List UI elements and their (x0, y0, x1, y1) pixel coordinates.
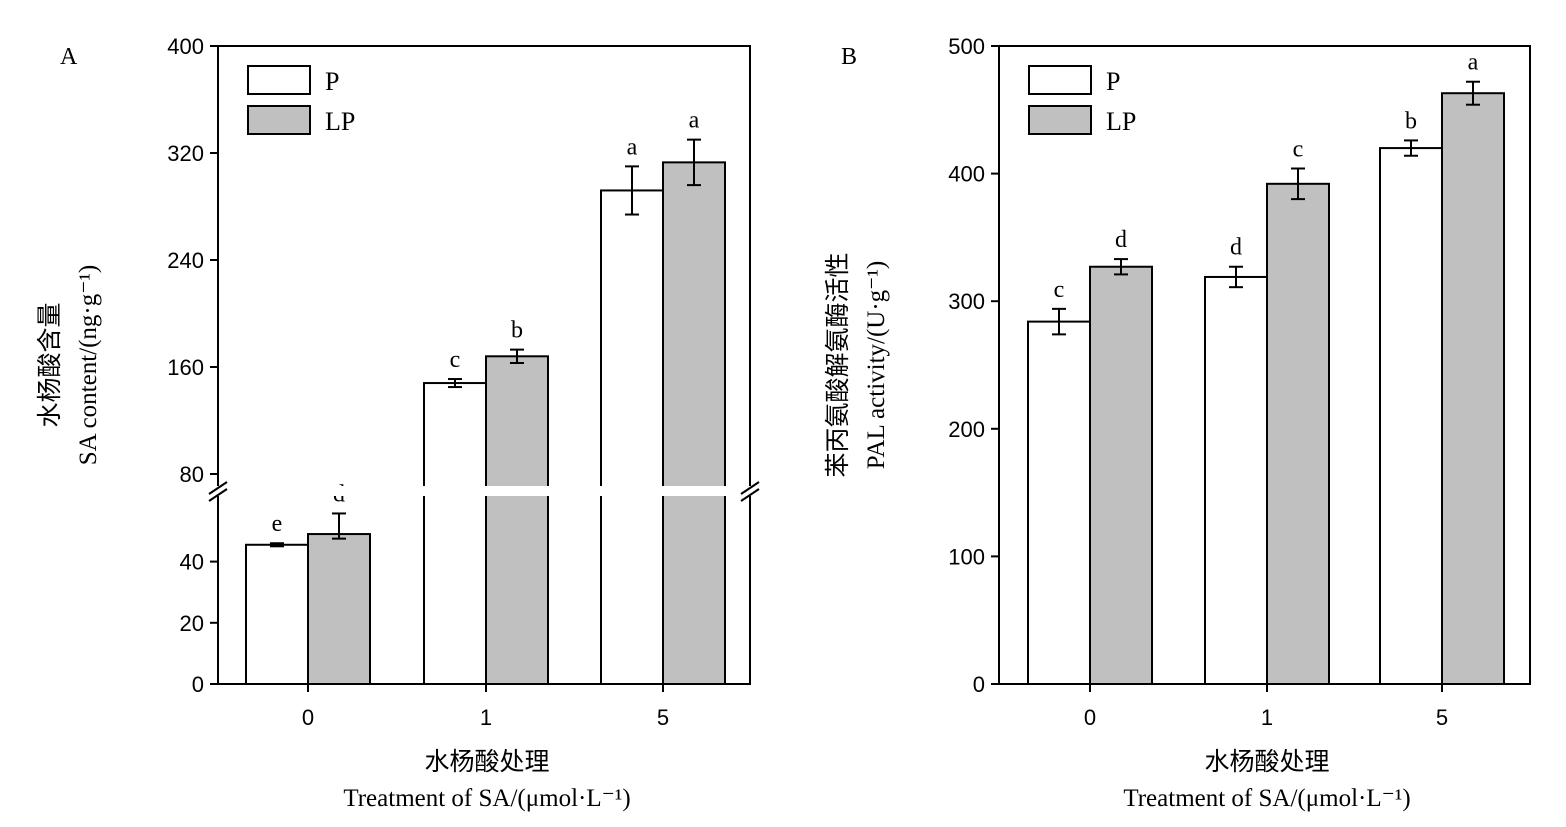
panel-a-bar-lp-2 (662, 161, 726, 686)
panel-b-bar-p-1 (1204, 275, 1268, 685)
panel-b-bar-p-2 (1379, 147, 1443, 685)
panel-a-bar-p-1 (423, 382, 487, 685)
panel-a-ytick-label-20: 20 (180, 611, 204, 636)
axis-break-mark-left-2 (208, 488, 228, 502)
panel-a-sig-label-lp-1: b (511, 318, 523, 344)
panel-b-legend-label-p: P (1106, 67, 1120, 96)
panel-a-bar-lp-1 (485, 355, 549, 685)
panel-b-sig-label-lp-0: d (1115, 227, 1127, 253)
panel-a-sig-label-p-0: e (272, 511, 283, 537)
panel-a-ytick-label-400: 400 (167, 34, 204, 59)
panel-b: B c d b d c a 0 100 200 300 400 500 0 1 5 P LP 苯丙氨酸解氨酶… (824, 34, 1531, 812)
panel-a-bar-lp-0 (307, 533, 371, 685)
panel-b-xtick-label-5: 5 (1436, 705, 1448, 730)
panel-b-bar-p-0 (1027, 320, 1091, 685)
panel-a-ylabel: 水杨酸含量 SA content/(ng·g⁻¹) (36, 265, 102, 466)
panel-b-letter: B (841, 44, 857, 70)
panel-a-ytick-label-160: 160 (167, 355, 204, 380)
panel-a-ytick-label-320: 320 (167, 141, 204, 166)
panel-b-sig-label-lp-1: c (1293, 136, 1304, 162)
panel-b-bar-lp-1 (1266, 182, 1330, 685)
panel-b-sig-label-lp-2: a (1468, 50, 1479, 76)
panel-b-sig-label-p-0: c (1054, 277, 1065, 303)
axis-break-mark-left-1 (208, 481, 228, 495)
panel-b-legend-swatch-lp (1028, 105, 1092, 135)
axis-break-band (200, 486, 770, 496)
panel-b-ytick-label-500: 500 (948, 34, 985, 59)
panel-b-sig-label-p-1: d (1230, 235, 1242, 261)
panel-b-xtick-label-1: 1 (1261, 705, 1273, 730)
panel-b-xlabel-en: Treatment of SA/(μmol·L⁻¹) (1123, 785, 1410, 812)
panel-b-ylabel-en: PAL activity/(U·g⁻¹) (863, 261, 890, 469)
panel-a-xlabel-en: Treatment of SA/(μmol·L⁻¹) (343, 785, 630, 812)
panel-b-legend-label-lp: LP (1106, 107, 1136, 136)
panel-a-legend-label-p: P (325, 67, 339, 96)
panel-a-xtick-label-0: 0 (302, 705, 314, 730)
panel-b-ytick-label-300: 300 (948, 289, 985, 314)
panel-a-bar-p-2 (600, 189, 664, 685)
panel-b-ylabel: 苯丙氨酸解氨酶活性 PAL activity/(U·g⁻¹) (824, 252, 890, 477)
panel-a-sig-label-lp-2: a (689, 108, 700, 134)
panel-a-ylabel-en: SA content/(ng·g⁻¹) (75, 265, 102, 466)
panel-b-bar-lp-0 (1089, 265, 1153, 685)
panel-a-legend-swatch-p (247, 65, 311, 95)
axis-break-mark-right-1 (740, 481, 760, 495)
panel-a-ytick-label-0: 0 (192, 672, 204, 697)
panel-b-xtick-label-0: 0 (1084, 705, 1096, 730)
axis-break-mark-right-2 (740, 488, 760, 502)
panel-a-sig-label-p-1: c (450, 347, 461, 373)
panel-a-letter: A (60, 44, 78, 70)
panel-a-legend-swatch-lp (247, 105, 311, 135)
panel-b-ytick-label-200: 200 (948, 417, 985, 442)
panel-b-ytick-label-100: 100 (948, 544, 985, 569)
panel-b-bar-lp-2 (1441, 92, 1505, 686)
panel-a-xlabel-cn: 水杨酸处理 (424, 748, 549, 776)
panel-a-ytick-label-80: 80 (180, 462, 204, 487)
panel-b-xlabel-cn: 水杨酸处理 (1204, 748, 1329, 776)
panel-a-bar-p-0 (245, 543, 309, 686)
panel-b-sig-label-p-2: b (1405, 108, 1417, 134)
panel-a-ylabel-cn: 水杨酸含量 (36, 302, 64, 427)
panel-a-ytick-label-40: 40 (180, 550, 204, 575)
panel-b-ylabel-cn: 苯丙氨酸解氨酶活性 (824, 252, 852, 477)
panel-a-legend-label-lp: LP (325, 107, 355, 136)
panel-a-ytick-label-240: 240 (167, 248, 204, 273)
panel-b-ytick-label-400: 400 (948, 162, 985, 187)
panel-a-xtick-label-1: 1 (480, 705, 492, 730)
panel-b-legend-swatch-p (1028, 65, 1092, 95)
panel-a-sig-label-p-2: a (627, 134, 638, 160)
panel-b-ytick-label-0: 0 (973, 672, 985, 697)
panel-a-xtick-label-5: 5 (657, 705, 669, 730)
